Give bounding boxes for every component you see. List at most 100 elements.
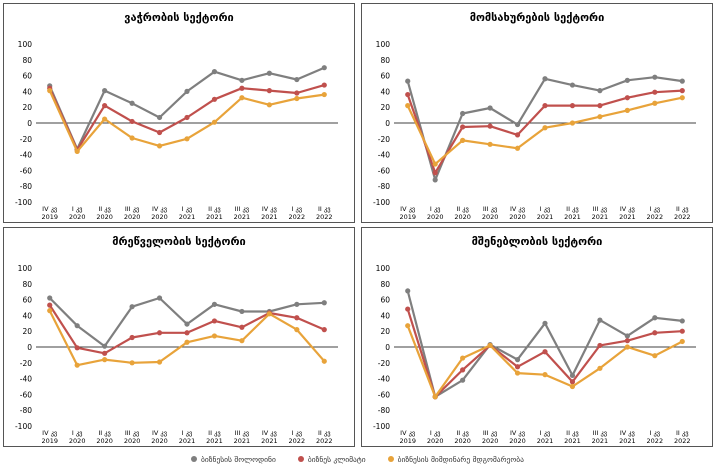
series-point-0 [294, 76, 300, 83]
x-tick-year: 2019 [41, 213, 58, 221]
y-tick-label: -20 [20, 359, 32, 368]
x-tick-quarter: II კვ [208, 205, 221, 213]
y-tick-label: 40 [22, 87, 32, 96]
series-point-1 [569, 379, 576, 385]
series-point-2 [542, 372, 548, 378]
x-tick-label: III კვ 2021 [592, 429, 609, 445]
x-tick-quarter: II კვ [566, 205, 579, 213]
y-tick-label: 80 [380, 56, 390, 65]
series-line-2 [48, 310, 326, 367]
legend-marker-expectation [191, 456, 198, 462]
x-tick-label: I კვ 2021 [179, 205, 196, 221]
x-tick-quarter: I კვ [430, 205, 441, 213]
x-tick-year: 2021 [234, 213, 251, 221]
x-tick-year: 2020 [454, 437, 471, 445]
x-tick-year: 2021 [592, 213, 609, 221]
y-tick-label: -100 [373, 198, 390, 207]
y-tick-label: -20 [378, 359, 390, 368]
x-tick-quarter: I კვ [182, 429, 193, 437]
series-point-1 [652, 330, 658, 336]
series-point-2 [624, 107, 630, 113]
series-point-1 [514, 364, 521, 370]
series-point-0 [652, 74, 658, 80]
y-tick-label: -20 [378, 135, 390, 144]
legend-item-current-state: ბიზნესის მიმდინარე მდგომარეობა [387, 454, 524, 464]
series-point-0 [47, 295, 53, 301]
x-tick-quarter: IV კვ [620, 205, 635, 213]
series-point-2 [129, 135, 135, 141]
x-tick-quarter: III კვ [125, 429, 139, 437]
series-point-2 [47, 88, 53, 94]
series-point-1 [624, 338, 630, 344]
x-tick-label: II კვ 2020 [454, 205, 471, 221]
x-tick-label: IV კვ 2020 [509, 429, 526, 445]
x-tick-year: 2020 [482, 437, 499, 445]
x-tick-year: 2021 [537, 213, 554, 221]
y-tick-label: 0 [385, 119, 390, 128]
x-tick-year: 2019 [399, 437, 416, 445]
series-point-1 [184, 330, 190, 336]
series-point-2 [405, 103, 411, 109]
x-tick-quarter: IV კვ [152, 429, 167, 437]
chart-svg-construction: მშენებლობის სექტორი 100 80 60 40 20 0 -20 -40 -60… [373, 235, 696, 445]
y-tick-label: 80 [380, 280, 390, 289]
series-point-0 [239, 77, 245, 83]
x-tick-year: 2020 [151, 213, 168, 221]
y-tick-label: -80 [378, 406, 390, 415]
x-tick-quarter: III კვ [593, 429, 607, 437]
series-point-1 [542, 103, 548, 109]
series-point-2 [514, 370, 521, 376]
series-point-0 [569, 82, 576, 88]
series-point-2 [542, 125, 548, 131]
x-tick-quarter: IV კვ [262, 429, 277, 437]
series-point-0 [184, 88, 190, 94]
x-tick-year: 2020 [454, 213, 471, 221]
series-point-1 [211, 96, 218, 102]
chart-title: მრეწველობის სექტორი [112, 235, 245, 248]
series-point-2 [569, 120, 576, 126]
x-tick-label: II კვ 2021 [564, 205, 581, 221]
series-point-2 [432, 161, 438, 167]
x-tick-year: 2021 [179, 213, 196, 221]
series-line-0 [406, 290, 683, 398]
legend-item-climate: ბიზნეს კლიმატი [297, 455, 366, 464]
series-point-0 [679, 78, 685, 84]
x-tick-quarter: III კვ [483, 205, 497, 213]
y-tick-label: -40 [378, 151, 390, 160]
x-tick-quarter: IV კვ [42, 205, 57, 213]
series-point-1 [432, 170, 438, 176]
x-tick-label: II კვ 2021 [206, 429, 223, 445]
series-point-1 [294, 315, 300, 321]
x-tick-year: 2021 [564, 213, 581, 221]
series-point-2 [679, 95, 685, 101]
x-tick-quarter: II კვ [456, 429, 469, 437]
x-tick-quarter: IV კვ [400, 429, 415, 437]
series-point-0 [487, 105, 493, 111]
y-tick-label: -100 [15, 422, 32, 431]
y-tick-label: 60 [22, 296, 32, 305]
x-tick-quarter: IV კვ [510, 205, 525, 213]
series-point-1 [102, 350, 108, 356]
x-tick-year: 2020 [427, 213, 444, 221]
x-tick-year: 2022 [289, 213, 306, 221]
x-tick-quarter: I კვ [540, 429, 551, 437]
series-point-2 [679, 338, 685, 345]
series-point-2 [294, 327, 300, 333]
x-tick-label: IV კვ 2021 [619, 205, 636, 221]
x-tick-quarter: IV კვ [152, 205, 167, 213]
x-tick-year: 2021 [619, 213, 636, 221]
x-tick-label: II კვ 2022 [316, 429, 333, 445]
legend-item-expectation: ბიზნესის შოლოდინი [191, 455, 276, 464]
x-tick-year: 2021 [206, 437, 223, 445]
x-tick-label: I კვ 2021 [179, 429, 196, 445]
legend-label-current-state: ბიზნესის მიმდინარე მდგომარეობა [397, 454, 524, 464]
x-tick-label: I კვ 2020 [427, 205, 444, 221]
y-tick-label: -80 [378, 182, 390, 191]
x-tick-quarter: I კვ [72, 429, 83, 437]
y-tick-label: 20 [380, 103, 390, 112]
series-point-1 [129, 334, 135, 341]
series-point-1 [184, 114, 190, 121]
series-point-2 [514, 145, 521, 151]
x-tick-year: 2022 [289, 437, 306, 445]
legend-marker-climate [297, 456, 304, 462]
